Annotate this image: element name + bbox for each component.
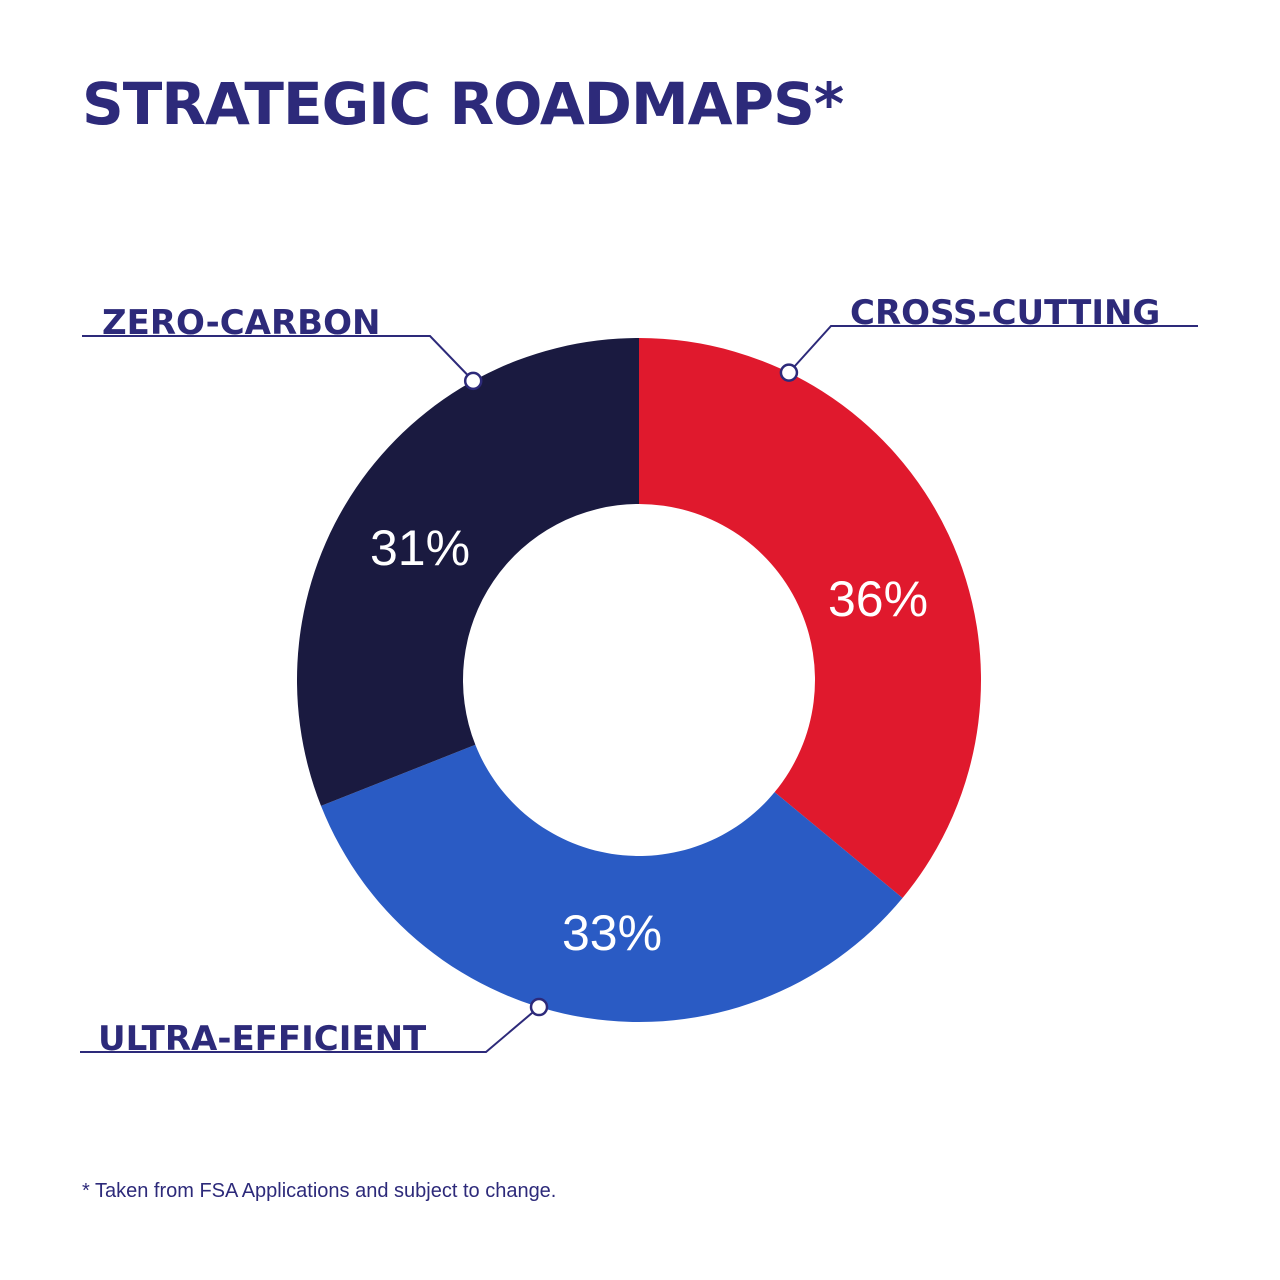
category-label-zero-carbon: ZERO-CARBON [102,303,380,343]
leader-line-ultra-efficient [80,1006,540,1053]
donut-slices [297,338,981,1022]
callout-dot-ultra-efficient [529,997,549,1017]
callout-dot-zero-carbon [463,371,483,391]
slice-value-ultra-efficient: 33% [562,905,662,961]
callout-dot-cross-cutting [779,363,799,382]
footnote: * Taken from FSA Applications and subjec… [82,1180,557,1202]
slice-value-cross-cutting: 36% [828,571,928,627]
slice-value-zero-carbon: 31% [370,520,470,576]
slice-ultra-efficient [321,744,903,1022]
leader-line-cross-cutting [788,325,1198,374]
category-label-cross-cutting: CROSS-CUTTING [850,293,1160,333]
leader-line-zero-carbon [82,335,474,382]
slice-callouts: CROSS-CUTTING ULTRA-EFFICIENT ZERO-CARBON [80,293,1198,1059]
slice-zero-carbon [297,338,639,806]
slice-cross-cutting [639,338,981,898]
slice-value-labels: 36% 33% 31% [370,520,928,961]
category-label-ultra-efficient: ULTRA-EFFICIENT [98,1019,427,1059]
chart-title: STRATEGIC ROADMAPS* [82,70,844,138]
